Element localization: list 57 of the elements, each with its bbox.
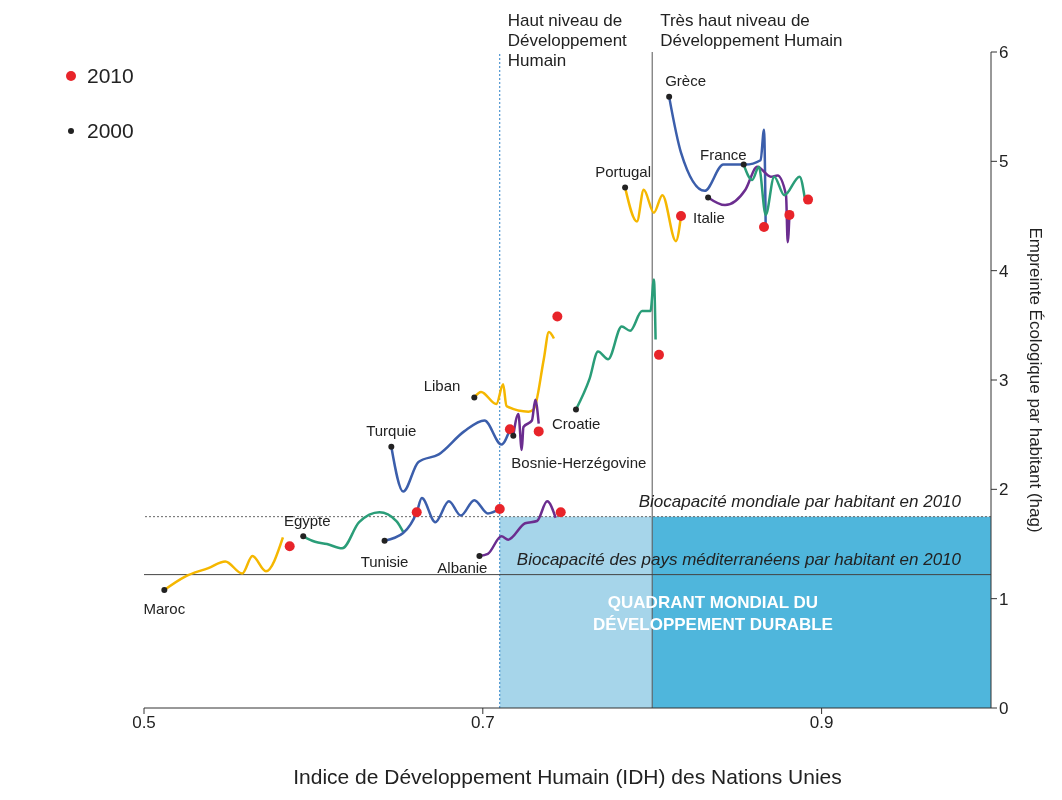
point [510, 432, 517, 439]
x-tick-label: 0.7 [470, 713, 495, 733]
ref-line-label: Biocapacité mondiale par habitant en 2010 [638, 491, 962, 511]
point [284, 541, 295, 552]
series-label: Italie [693, 209, 725, 227]
point [494, 504, 505, 515]
point [653, 349, 664, 360]
x-tick-label: 0.5 [132, 713, 156, 733]
series-label: Egypte [283, 512, 331, 530]
point [552, 311, 563, 322]
x-axis-title: Indice de Développement Humain (IDH) des Nations Unies [293, 765, 842, 788]
point [161, 586, 168, 593]
point [533, 426, 544, 437]
legend-label: 2000 [87, 118, 134, 143]
ref-line-label: Biocapacité des pays méditerranéens par habitant en 2010 [516, 549, 962, 569]
series-label: Tunisie [360, 552, 409, 570]
y-tick-label: 2 [999, 480, 1009, 500]
series-label: Turquie [366, 421, 417, 439]
y-axis-title: Empreinte Écologique par habitant (hag) [1026, 227, 1045, 533]
series-label: Liban [423, 377, 461, 395]
point [572, 406, 579, 413]
point [803, 194, 814, 205]
series-label: Bosnie-Herzégovine [511, 453, 647, 471]
series-label: Albanie [437, 559, 488, 576]
y-tick-label: 4 [999, 261, 1009, 281]
point [471, 394, 478, 401]
y-tick-label: 3 [999, 371, 1009, 391]
line-series [473, 330, 556, 413]
point [676, 211, 686, 221]
y-tick-label: 0 [999, 699, 1009, 719]
y-tick-label: 1 [999, 589, 1009, 609]
point [388, 443, 395, 450]
point [300, 533, 307, 540]
point [705, 194, 712, 201]
legend-label: 2010 [87, 63, 134, 88]
point [759, 221, 769, 232]
point [381, 537, 388, 544]
annotation: QUADRANT MONDIAL DU DÉVELOPPEMENT DURABLE [592, 592, 834, 636]
series-label: Maroc [143, 599, 186, 617]
series-label: Grèce [665, 71, 706, 89]
y-tick-label: 6 [999, 43, 1009, 63]
x-tick-label: 0.9 [809, 713, 834, 733]
point [476, 553, 483, 560]
point [740, 161, 747, 168]
point [784, 209, 795, 220]
ref-line-label: Très haut niveau de Développement Humain [660, 11, 843, 50]
series-label: France [699, 145, 747, 163]
point [622, 184, 629, 191]
point [555, 507, 566, 518]
point [666, 93, 673, 100]
point [411, 507, 422, 518]
y-tick-label: 5 [999, 152, 1009, 172]
series-label: Croatie [551, 415, 601, 433]
ref-line-label: Haut niveau de Développement Humain [507, 11, 628, 70]
series-label: Portugal [595, 162, 652, 180]
line-series [163, 536, 285, 592]
point [504, 424, 515, 435]
